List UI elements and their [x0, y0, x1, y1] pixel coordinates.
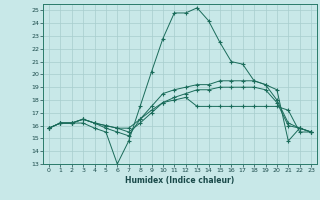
X-axis label: Humidex (Indice chaleur): Humidex (Indice chaleur)	[125, 176, 235, 185]
